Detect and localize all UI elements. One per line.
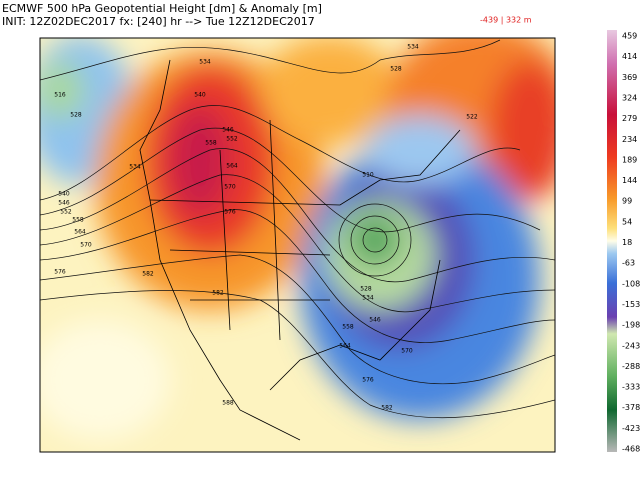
contour-label: 570 — [224, 184, 236, 191]
contour-label: 546 — [58, 200, 70, 207]
colorbar-tick-label: -468 — [622, 445, 640, 454]
contour-label: 558 — [342, 324, 354, 331]
contour-label: 582 — [142, 271, 154, 278]
colorbar-tick-label: -378 — [622, 403, 640, 412]
init-line: INIT: 12Z02DEC2017 fx: [240] hr --> Tue … — [2, 15, 315, 28]
colorbar-tick-label: 189 — [622, 155, 637, 164]
contour-label: 558 — [205, 140, 217, 147]
colorbar-tick-label: 18 — [622, 238, 632, 247]
contour-label: 528 — [70, 112, 82, 119]
contour-label: 522 — [466, 114, 478, 121]
colorbar-tick-label: -198 — [622, 321, 640, 330]
contour-label: 576 — [362, 377, 374, 384]
contour-label: 558 — [72, 217, 84, 224]
colorbar-tick-label: 234 — [622, 135, 637, 144]
colorbar — [607, 30, 617, 452]
anomaly-range: -439 | 332 m — [480, 16, 532, 25]
contour-label: 552 — [60, 209, 72, 216]
colorbar-tick-label: 414 — [622, 52, 637, 61]
title: ECMWF 500 hPa Geopotential Height [dm] &… — [2, 2, 322, 15]
contour-label: 528 — [390, 66, 402, 73]
colorbar-tick-label: -333 — [622, 383, 640, 392]
map — [40, 38, 555, 452]
colorbar-tick-label: -153 — [622, 300, 640, 309]
contour-label: 576 — [224, 209, 236, 216]
contour-label: 534 — [362, 295, 374, 302]
contour-label: 588 — [222, 400, 234, 407]
contour-label: 552 — [226, 136, 238, 143]
contour-label: 528 — [360, 286, 372, 293]
colorbar-tick-label: 369 — [622, 73, 637, 82]
contour-label: 570 — [80, 242, 92, 249]
colorbar-tick-label: 324 — [622, 93, 637, 102]
contour-label: 540 — [194, 92, 206, 99]
contour-label: 564 — [226, 163, 238, 170]
contour-labels: 516 528 534 540 546 552 558 564 570 576 … — [54, 44, 478, 412]
colorbar-tick-label: 144 — [622, 176, 637, 185]
contour-label: 576 — [54, 269, 66, 276]
contour-label: 540 — [58, 191, 70, 198]
contour-label: 534 — [199, 59, 211, 66]
contour-label: 516 — [54, 92, 66, 99]
colorbar-tick-label: -243 — [622, 341, 640, 350]
contour-label: 534 — [407, 44, 419, 51]
colorbar-tick-label: 99 — [622, 197, 632, 206]
colorbar-tick-label: 54 — [622, 217, 632, 226]
colorbar-ticks: 459 414 369 324 279 234 189 144 99 54 18 -63 -108 -15… — [622, 32, 640, 454]
contour-label: 582 — [212, 290, 224, 297]
contour-label: 582 — [381, 405, 393, 412]
contour-label: 570 — [401, 348, 413, 355]
map-frame — [39, 37, 556, 453]
colorbar-tick-label: -288 — [622, 362, 640, 371]
colorbar-tick-label: -108 — [622, 279, 640, 288]
colorbar-tick-label: -423 — [622, 424, 640, 433]
contour-label: 546 — [369, 317, 381, 324]
contour-label: 564 — [74, 229, 86, 236]
colorbar-tick-label: -63 — [622, 259, 635, 268]
contour-label: 534 — [129, 164, 141, 171]
colorbar-tick-label: 279 — [622, 114, 637, 123]
contour-label: 510 — [362, 172, 374, 179]
contour-label: 564 — [339, 343, 351, 350]
colorbar-tick-label: 459 — [622, 32, 637, 41]
contour-label: 546 — [222, 127, 234, 134]
